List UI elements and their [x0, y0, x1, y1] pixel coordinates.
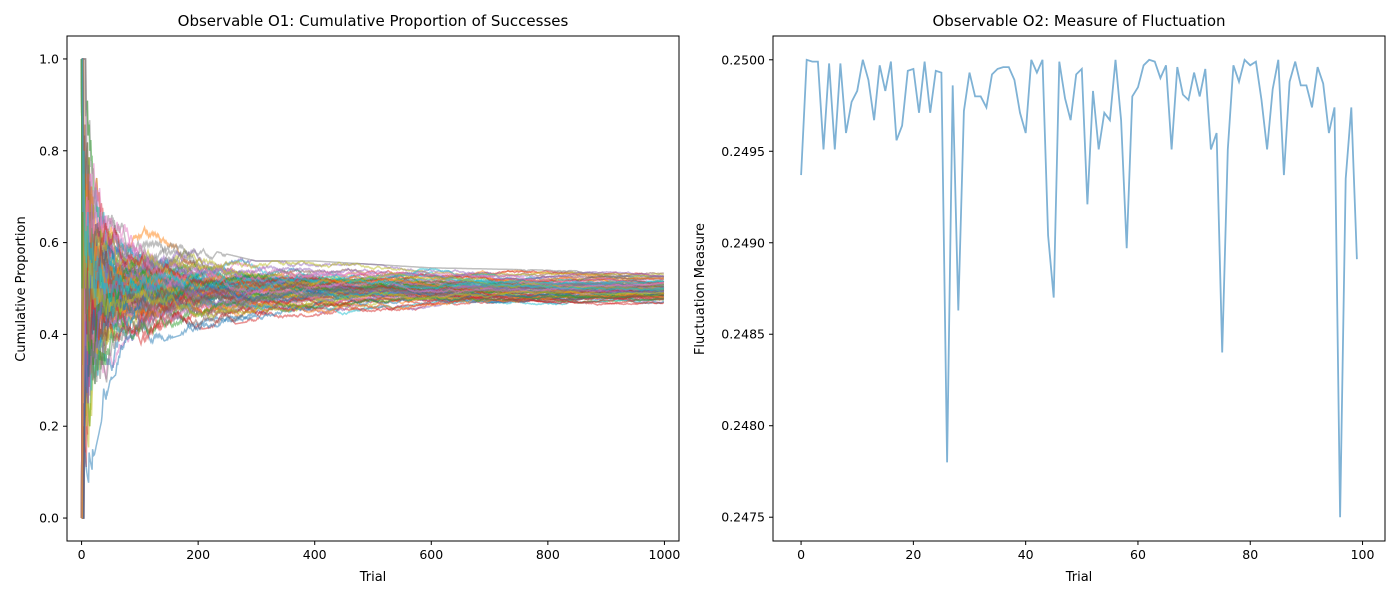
chart2-ytick-label: 0.2480	[721, 418, 765, 433]
chart2-xtick-label: 40	[1018, 547, 1034, 562]
chart1-series-line	[80, 173, 665, 519]
chart1-series-line	[80, 58, 665, 404]
chart1-series-line	[81, 58, 665, 292]
chart1-ytick-label: 1.0	[39, 51, 59, 66]
chart1-series-line	[80, 58, 665, 404]
chart2-ytick-label: 0.2485	[721, 327, 765, 342]
chart2-series-line	[800, 58, 1358, 518]
chart1-series-line	[80, 164, 665, 519]
chart1-series-line	[81, 190, 665, 519]
chart1-series-line	[81, 58, 665, 385]
chart2-ticks: 0 20 40 60 80 100 0.2475 0.2480 0.2485 0.2490 0.24…	[721, 52, 1374, 562]
chart1-series-line	[80, 58, 665, 404]
chart2-series-group	[800, 58, 1358, 518]
chart1-ytick-label: 0.0	[39, 511, 59, 526]
chart2-title: Observable O2: Measure of Fluctuation	[932, 12, 1225, 30]
chart2-xtick-label: 20	[905, 547, 921, 562]
chart1-xtick-label: 800	[536, 547, 560, 562]
chart1-series-line	[80, 173, 665, 519]
chart1-series-line	[80, 220, 665, 519]
chart1-series-line	[81, 142, 665, 519]
chart1-series-group	[80, 58, 665, 519]
chart1-series-line	[81, 58, 665, 375]
chart2-ylabel: Fluctuation Measure	[693, 223, 708, 355]
chart1-series-line	[80, 58, 665, 448]
chart1-series-line	[81, 58, 665, 377]
chart1-frame	[66, 35, 680, 542]
chart1-series-line	[80, 276, 665, 519]
chart1-series-line	[80, 58, 665, 293]
chart1-series-line	[81, 58, 665, 303]
chart1-ytick-label: 0.6	[39, 235, 59, 250]
chart1-series-line	[81, 58, 665, 291]
chart2-ytick-label: 0.2475	[721, 510, 765, 525]
chart2-xlabel: Trial	[1065, 570, 1093, 585]
chart1-ticks: 0 200 400 600 800 1000 0.0 0.2 0.4 0.6 0.8 1.0	[39, 51, 680, 562]
chart2-ytick-label: 0.2490	[721, 235, 765, 250]
chart1-series-line	[80, 173, 665, 519]
chart1-series-line	[80, 58, 665, 291]
chart1-xtick-label: 200	[186, 547, 210, 562]
chart2-frame	[772, 35, 1386, 542]
chart1-series-line	[81, 58, 665, 404]
chart1-series-line	[80, 190, 665, 519]
chart1-xtick-label: 600	[419, 547, 443, 562]
chart1-xtick-label: 400	[303, 547, 327, 562]
chart2-xtick-label: 0	[797, 547, 805, 562]
chart2-xtick-label: 80	[1242, 547, 1258, 562]
chart1-ytick-label: 0.4	[39, 327, 59, 342]
chart1-xtick-label: 0	[78, 547, 86, 562]
chart1-title: Observable O1: Cumulative Proportion of …	[178, 12, 569, 30]
chart1-series-line	[81, 222, 665, 519]
chart1-ylabel: Cumulative Proportion	[14, 216, 29, 361]
chart1-xtick-label: 1000	[649, 547, 681, 562]
chart1-series-line	[80, 184, 665, 519]
chart1-series-line	[81, 58, 665, 385]
chart1-series-line	[80, 173, 665, 519]
chart2-ytick-label: 0.2495	[721, 144, 765, 159]
chart2-xtick-label: 60	[1130, 547, 1146, 562]
chart1-ytick-label: 0.2	[39, 419, 59, 434]
chart2-ytick-label: 0.2500	[721, 52, 765, 67]
chart2-xtick-label: 100	[1351, 547, 1375, 562]
chart1-ytick-label: 0.8	[39, 143, 59, 158]
chart1-xlabel: Trial	[359, 570, 387, 585]
chart1-series-line	[80, 58, 665, 404]
chart1-series-line	[81, 58, 665, 371]
chart1-series-line	[81, 211, 665, 519]
chart1-series-line	[80, 58, 665, 427]
chart1-series-line	[81, 58, 665, 292]
